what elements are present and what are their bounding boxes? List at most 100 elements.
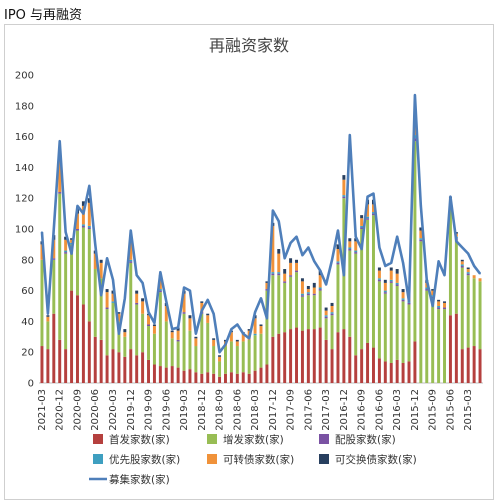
bar-ipo-2019-12 <box>129 349 133 383</box>
bar-preferred-2015-04 <box>460 264 464 266</box>
bar-ipo-2020-07 <box>87 321 91 383</box>
point-total-2018-07 <box>230 328 233 330</box>
bar-convertible-2016-10 <box>354 241 358 251</box>
bar-seo-2017-09 <box>289 276 293 330</box>
x-axis: 2021-03 2020-12 2020-09 2020-06 2020-03 2019-… <box>37 389 474 431</box>
bar-exchangeable-2020-03 <box>111 290 115 294</box>
point-total-2019-09 <box>147 311 150 313</box>
bar-seo-2015-11 <box>419 241 423 383</box>
bar-preferred-2017-01 <box>336 261 340 263</box>
bar-ipo-2018-09 <box>218 376 222 383</box>
bar-ipo-2016-08 <box>366 342 370 383</box>
point-total-2018-08 <box>224 343 227 346</box>
point-total-2015-03 <box>467 252 470 255</box>
bar-exchangeable-2017-09 <box>289 258 293 263</box>
bar-convertible-2016-02 <box>401 292 405 299</box>
point-total-2015-08 <box>437 260 440 263</box>
bar-convertible-2018-11 <box>206 315 210 323</box>
point-total-2019-02 <box>189 289 191 292</box>
bar-seo-2019-01 <box>194 346 198 373</box>
point-total-2016-10 <box>354 235 357 238</box>
bar-ipo-2018-07 <box>229 372 233 383</box>
bar-ipo-2018-06 <box>235 373 239 383</box>
point-total-2020-02 <box>118 332 120 335</box>
bar-rights-2015-10 <box>425 289 429 291</box>
bar-exchangeable-2015-08 <box>437 299 441 302</box>
legend-swatch-rights <box>319 434 329 444</box>
legend-label-seo: 增发家数(家) <box>223 433 284 446</box>
bar-preferred-2016-07 <box>372 212 375 214</box>
bar-ipo-2019-07 <box>158 366 162 383</box>
x-tick-label-7: 2019-06 <box>161 389 172 431</box>
bar-ipo-2017-05 <box>312 329 316 383</box>
bar-convertible-2017-10 <box>283 273 287 282</box>
bar-rights-2015-07 <box>443 307 446 310</box>
bar-convertible-2018-09 <box>218 356 222 362</box>
point-total-2020-08 <box>82 212 85 215</box>
point-total-2015-04 <box>461 246 464 249</box>
bar-seo-2018-03 <box>253 335 257 371</box>
legend-label-preferred: 优先股家数(家) <box>109 453 180 466</box>
bar-exchangeable-2018-01 <box>265 281 269 283</box>
x-tick-label-6: 2019-09 <box>144 389 155 431</box>
legend-item-rights: 配股家数(家) <box>319 433 396 446</box>
point-total-2017-04 <box>319 269 322 272</box>
bar-exchangeable-2017-01 <box>336 244 340 250</box>
bar-preferred-2020-08 <box>81 224 85 226</box>
bar-rights-2019-04 <box>176 339 180 342</box>
bar-preferred-2015-10 <box>425 287 429 290</box>
bar-seo-2017-12 <box>271 275 275 337</box>
bar-exchangeable-2016-10 <box>354 238 358 242</box>
bar-rights-2019-03 <box>182 312 186 314</box>
bar-rights-2017-10 <box>283 281 287 283</box>
bar-seo-2016-08 <box>366 219 370 343</box>
bar-convertible-2019-05 <box>170 332 174 339</box>
bar-seo-2019-10 <box>141 313 145 353</box>
bar-preferred-2016-03 <box>395 282 399 285</box>
bar-convertible-2020-02 <box>117 313 121 322</box>
bar-convertible-2017-08 <box>295 262 298 271</box>
bar-ipo-2019-04 <box>176 367 180 383</box>
bar-seo-2020-08 <box>81 227 85 305</box>
x-tick-label-19: 2016-06 <box>374 389 385 431</box>
bar-preferred-2016-12 <box>342 195 346 197</box>
y-tick-label-1: 20 <box>21 348 34 359</box>
bar-seo-2015-08 <box>437 309 441 383</box>
point-total-2016-09 <box>360 248 363 250</box>
bar-convertible-2020-10 <box>70 239 74 243</box>
legend-item-ipo: 首发家数(家) <box>93 433 170 446</box>
point-total-2015-10 <box>425 279 428 281</box>
bar-seo-2017-03 <box>324 318 328 340</box>
bar-ipo-2021-01 <box>52 313 56 383</box>
bar-convertible-2017-02 <box>330 306 334 313</box>
bar-preferred-2016-02 <box>401 298 405 300</box>
bar-ipo-2019-05 <box>170 366 174 383</box>
bar-preferred-2019-07 <box>158 289 162 291</box>
bar-convertible-2018-01 <box>265 282 269 290</box>
bar-seo-2021-01 <box>52 259 56 314</box>
line-layer <box>40 93 482 354</box>
bar-seo-2017-06 <box>306 295 310 330</box>
bar-ipo-2017-01 <box>336 332 340 383</box>
legend-item-total: 募集家数(家) <box>89 473 170 486</box>
bar-seo-2015-12 <box>413 141 417 342</box>
bar-convertible-2015-09 <box>431 290 435 296</box>
bar-ipo-2021-03 <box>40 346 44 383</box>
point-total-2016-02 <box>402 262 404 264</box>
bar-seo-2020-03 <box>111 302 115 350</box>
point-total-2015-09 <box>431 305 434 307</box>
point-total-2020-04 <box>106 257 108 260</box>
bar-convertible-2018-06 <box>235 341 239 347</box>
bar-convertible-2019-03 <box>182 293 186 313</box>
bar-rights-2017-08 <box>295 270 298 273</box>
bar-rights-2016-11 <box>348 249 352 251</box>
legend-swatch-preferred <box>93 454 103 464</box>
point-total-2017-12 <box>272 209 274 212</box>
bar-ipo-2018-02 <box>259 367 263 383</box>
bar-ipo-2016-10 <box>354 355 358 383</box>
bar-convertible-2020-06 <box>93 253 97 270</box>
bar-rights-2016-08 <box>366 218 370 220</box>
point-total-2020-07 <box>88 185 91 187</box>
bar-preferred-2019-12 <box>129 259 133 262</box>
x-tick-label-10: 2018-09 <box>215 389 226 431</box>
